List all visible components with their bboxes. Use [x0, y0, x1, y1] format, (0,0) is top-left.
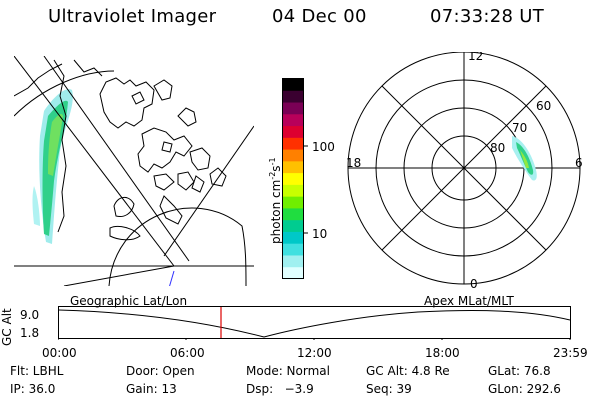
info-gc-alt: GC Alt: 4.8 Re	[366, 364, 450, 378]
timeline-x-tick-2359: 23:59	[553, 346, 588, 360]
polar-label-60: 60	[536, 99, 551, 113]
colorbar-swatch	[283, 243, 303, 256]
colorbar-swatch	[283, 208, 303, 221]
app-title: Ultraviolet Imager	[48, 6, 217, 27]
timeline-x-tick-1200: 12:00	[297, 346, 332, 360]
altitude-curve	[58, 309, 571, 338]
time-label: 07:33:28 UT	[430, 6, 545, 27]
colorbar-swatch	[283, 114, 303, 127]
timeline-x-tick-0600: 06:00	[170, 346, 205, 360]
timeline-x-tick-0000: 00:00	[42, 346, 77, 360]
date-label: 04 Dec 00	[272, 6, 367, 27]
coastlines	[14, 59, 227, 241]
colorbar-swatch	[283, 102, 303, 115]
colorbar-swatch	[283, 255, 303, 268]
auroral-emission-polar	[512, 136, 537, 181]
timeline-y-label: GC Alt	[0, 308, 14, 346]
timeline-right-title: Apex MLat/MLT	[424, 294, 514, 308]
colorbar-swatch	[283, 220, 303, 233]
colorbar-swatch	[283, 173, 303, 186]
timeline-y-tick-low: 1.8	[20, 326, 40, 340]
info-gain: Gain: 13	[126, 382, 177, 396]
polar-label-18: 18	[346, 156, 361, 170]
polar-label-70: 70	[512, 121, 527, 135]
colorbar-swatch	[283, 161, 303, 174]
info-ip: IP: 36.0	[10, 382, 56, 396]
colorbar-swatch	[283, 90, 303, 104]
colorbar-swatch	[283, 126, 303, 139]
timeline-left-title: Geographic Lat/Lon	[70, 294, 188, 308]
geographic-map	[14, 56, 254, 286]
timeline-x-tick-1800: 18:00	[425, 346, 460, 360]
info-glon: GLon: 292.6	[488, 382, 561, 396]
info-seq: Seq: 39	[366, 382, 412, 396]
colorbar-swatch	[283, 196, 303, 209]
info-dsp: Dsp: −3.9	[246, 382, 314, 396]
colorbar-swatch	[283, 267, 303, 280]
auroral-emission-geo	[32, 89, 73, 244]
colorbar-swatch	[283, 231, 303, 245]
timeline-y-tick-high: 9.0	[20, 308, 40, 322]
info-glat: GLat: 76.8	[488, 364, 551, 378]
colorbar-swatch	[283, 184, 303, 198]
info-filter: Flt: LBHL	[10, 364, 64, 378]
polar-plot: 12 18 6 0 60 70 80	[346, 52, 583, 291]
altitude-timeline	[58, 306, 571, 340]
polar-label-12: 12	[468, 52, 483, 63]
colorbar-swatch	[283, 149, 303, 162]
polar-label-6: 6	[575, 156, 583, 170]
colorbar-swatch	[283, 79, 303, 92]
polar-label-80: 80	[490, 141, 505, 155]
colorbar-tick-100: 100	[312, 140, 335, 154]
info-door: Door: Open	[126, 364, 195, 378]
color-scale-bar	[282, 78, 308, 280]
colorbar-unit-label: photon cm-2s-1	[268, 157, 283, 244]
colorbar-swatch	[283, 137, 303, 151]
info-mode: Mode: Normal	[246, 364, 330, 378]
colorbar-tick-10: 10	[312, 227, 328, 241]
polar-label-0: 0	[470, 277, 478, 291]
